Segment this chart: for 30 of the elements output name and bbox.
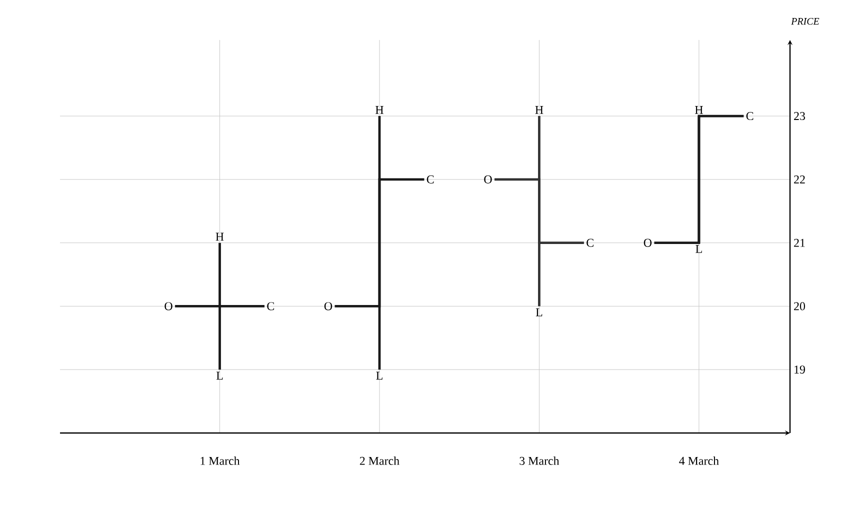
- annotation: C: [267, 302, 274, 310]
- y-tick-label: 19: [794, 366, 805, 374]
- annotation: H: [216, 232, 224, 241]
- annotation: H: [535, 106, 544, 114]
- annotation: L: [216, 372, 223, 380]
- annotation: H: [694, 106, 703, 114]
- candlestick: [653, 114, 745, 244]
- x-tick-label: 2 March: [360, 456, 400, 465]
- annotation: O: [644, 238, 652, 247]
- annotation: C: [746, 112, 754, 120]
- annotation: C: [586, 238, 594, 247]
- y-tick-label: 22: [794, 175, 805, 184]
- annotation: H: [376, 106, 384, 114]
- annotation: O: [164, 302, 172, 310]
- candlestick: [493, 114, 586, 308]
- annotation: C: [426, 175, 434, 184]
- candlestick: [174, 242, 266, 371]
- annotation: L: [536, 308, 542, 316]
- y-tick-label: 23: [794, 112, 806, 120]
- y-tick-label: 21: [794, 238, 805, 247]
- x-tick-label: 3 March: [520, 456, 560, 465]
- annotation: L: [376, 372, 382, 380]
- candlestick: [334, 114, 426, 371]
- annotation: O: [484, 175, 492, 184]
- annotation: O: [324, 302, 332, 310]
- annotation: L: [696, 245, 702, 253]
- x-tick-label: 4 March: [679, 456, 719, 465]
- y-axis-title: PRICE: [791, 18, 820, 25]
- x-tick-label: 1 March: [200, 456, 240, 465]
- y-tick-label: 20: [794, 302, 806, 310]
